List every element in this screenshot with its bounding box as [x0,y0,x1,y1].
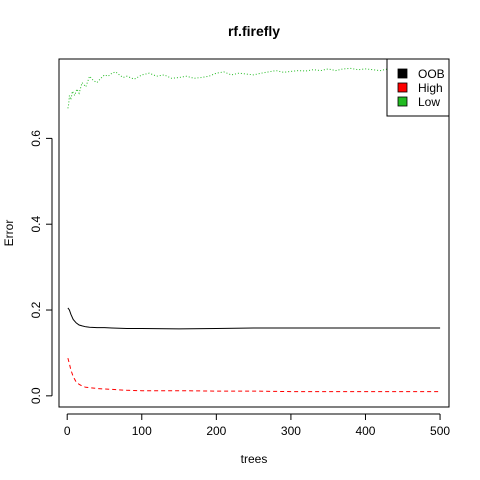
legend-swatch-low [397,96,408,107]
x-tick-label: 100 [132,424,152,438]
y-tick-label: 0.0 [29,387,43,404]
legend-label-high: High [418,81,443,95]
series-layer [67,67,441,393]
x-axis: 0 100 200 300 400 500 [64,413,450,438]
plot-frame [58,58,450,408]
series-line-high [67,357,441,393]
x-tick-label: 0 [64,424,71,438]
chart-title: rf.firefly [228,23,280,39]
x-tick-label: 300 [281,424,301,438]
series-line-low [67,67,441,109]
y-tick-label: 0.6 [29,130,43,147]
y-tick-label: 0.2 [29,301,43,318]
x-tick-label: 400 [355,424,375,438]
y-tick-label: 0.4 [29,216,43,233]
legend-label-oob: OOB [418,67,445,81]
series-line-oob [67,307,441,330]
legend-box [386,58,450,117]
x-tick-label: 500 [430,424,450,438]
legend-label-low: Low [418,95,440,109]
x-axis-label: trees [241,452,268,466]
y-axis-label: Error [2,220,16,247]
x-tick-label: 200 [206,424,226,438]
y-axis: 0.0 0.2 0.4 0.6 [29,130,53,404]
legend-swatch-high [397,82,408,93]
legend-swatch-oob [397,68,408,79]
